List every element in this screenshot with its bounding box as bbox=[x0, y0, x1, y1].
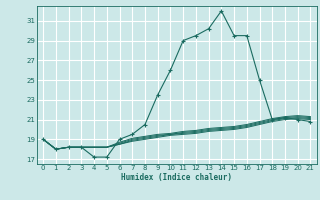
X-axis label: Humidex (Indice chaleur): Humidex (Indice chaleur) bbox=[121, 173, 232, 182]
